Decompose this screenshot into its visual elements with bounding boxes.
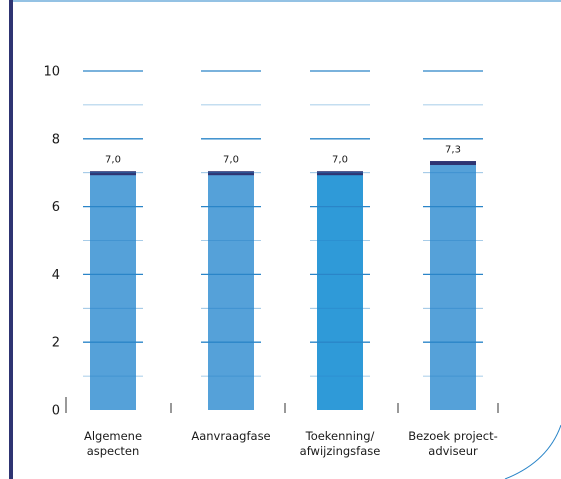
data-label-2: 7,0 [332,155,348,166]
bar-0 [90,172,136,410]
ytick-label-4: 8 [52,132,60,147]
ytick-label-0: 0 [52,404,60,419]
category-label-1-0: Aanvraagfase [191,429,270,443]
bar-2 [317,172,363,410]
bar-cap-2 [317,171,363,176]
bar-3 [430,162,476,410]
bars [90,161,476,410]
data-label-0: 7,0 [105,155,121,166]
category-label-0-1: aspecten [87,444,140,458]
ytick-label-1: 2 [52,336,60,351]
ytick-label-5: 10 [43,65,60,80]
data-label-1: 7,0 [223,155,239,166]
category-label-0-0: Algemene [84,429,142,443]
bar-cap-3 [430,161,476,166]
bar-cap-1 [208,171,254,176]
category-label-2-1: afwijzingsfase [300,444,381,458]
category-label-3-0: Bezoek project- [408,429,498,443]
gridlines [65,70,499,413]
category-label-2-0: Toekenning/ [305,429,375,443]
data-label-3: 7,3 [445,145,461,156]
corner-arc [504,424,561,479]
bar-1 [208,172,254,410]
bar-cap-0 [90,171,136,176]
ytick-label-3: 6 [52,200,60,215]
frame-decoration [9,0,561,479]
category-label-3-1: adviseur [428,444,478,458]
left-rule [9,0,13,479]
ytick-label-2: 4 [52,268,60,283]
